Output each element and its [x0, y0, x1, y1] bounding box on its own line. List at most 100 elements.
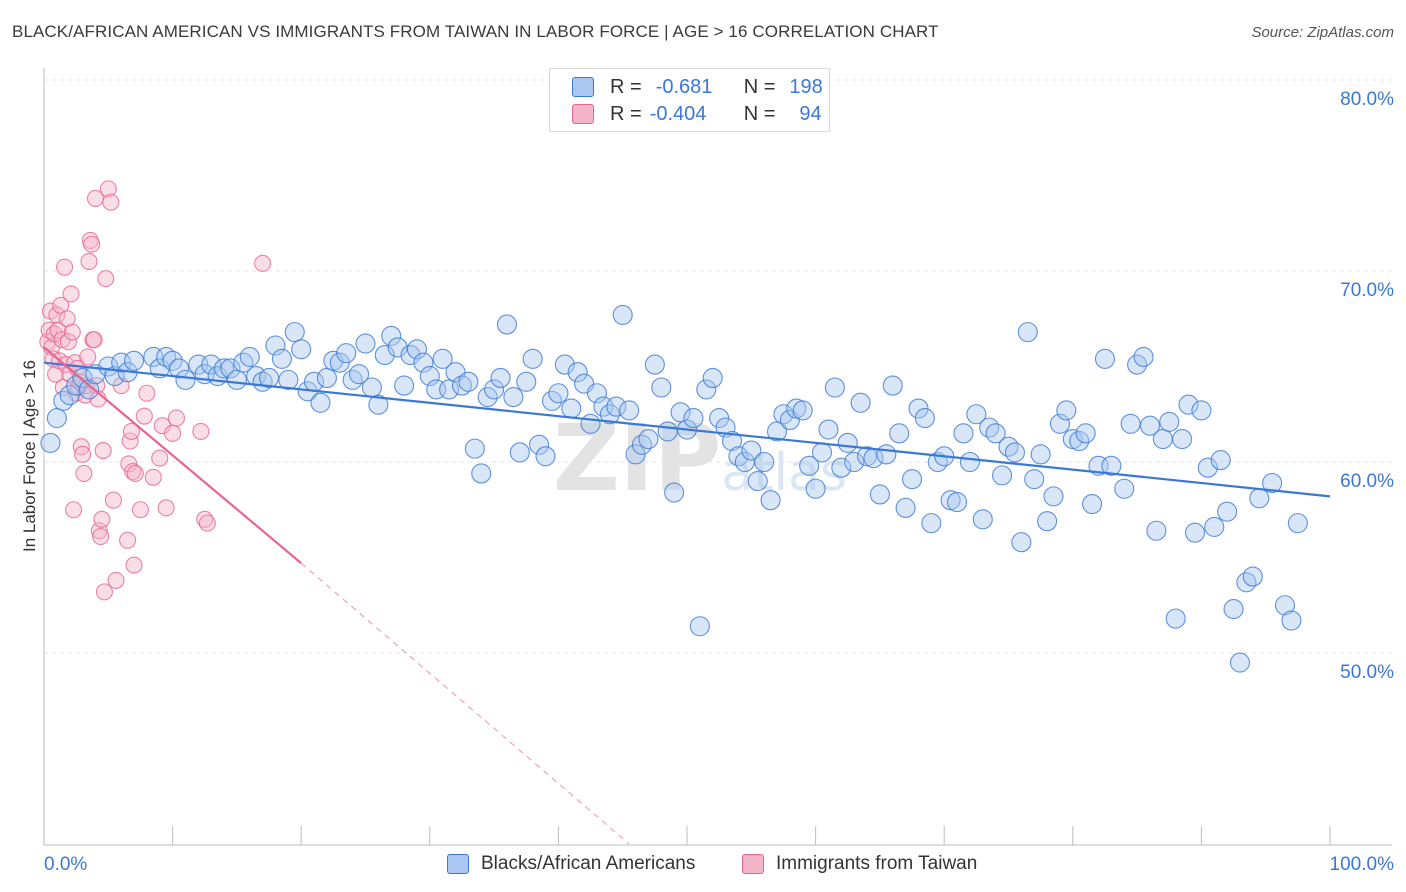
black-point: [921, 513, 942, 534]
taiwan-point: [49, 321, 67, 339]
black-point: [1249, 488, 1270, 509]
series-black-points: [40, 304, 1308, 673]
black-point: [213, 358, 235, 379]
black-point: [1049, 413, 1070, 434]
black-point: [220, 358, 241, 379]
black-point: [1229, 652, 1251, 673]
watermark: ZIPatlas: [553, 405, 847, 512]
black-point: [1184, 522, 1206, 543]
black-point: [683, 408, 704, 429]
black-point: [876, 444, 897, 465]
bottom-legend-swatch-blue: [447, 854, 469, 874]
black-point: [837, 432, 858, 453]
black-point: [175, 369, 196, 390]
black-point: [78, 379, 100, 400]
black-point: [265, 335, 286, 356]
black-point: [1075, 423, 1096, 444]
black-point: [278, 369, 299, 390]
trend-line-black: [43, 361, 1331, 498]
taiwan-point: [104, 491, 122, 509]
taiwan-point: [119, 531, 137, 549]
legend-r-value-pink: -0.404: [649, 102, 707, 125]
legend-row-pink: R = -0.404 N = 94: [572, 102, 822, 126]
black-point: [998, 436, 1019, 457]
black-point: [1223, 599, 1244, 620]
legend-row-blue: R = -0.681 N = 198: [572, 75, 823, 99]
legend-n-label: N =: [743, 75, 776, 98]
black-point: [1133, 346, 1154, 368]
black-point: [1178, 394, 1199, 415]
black-point: [310, 392, 331, 413]
black-point: [40, 432, 61, 453]
taiwan-point: [75, 464, 93, 483]
y-tick-label: 70.0%: [1340, 280, 1394, 301]
black-point: [631, 434, 653, 455]
taiwan-point: [62, 285, 80, 303]
legend-r-label: R =: [610, 75, 642, 98]
black-point: [953, 423, 974, 444]
black-point: [966, 404, 987, 425]
black-point: [1152, 429, 1173, 450]
black-point: [1024, 469, 1045, 490]
black-point: [464, 438, 485, 459]
black-point: [1139, 415, 1161, 436]
taiwan-point: [135, 407, 153, 425]
black-point: [349, 364, 370, 385]
black-point: [554, 354, 575, 375]
black-point: [741, 440, 762, 461]
black-point: [548, 383, 569, 404]
black-point: [1287, 513, 1308, 534]
black-point: [516, 371, 537, 392]
black-point: [869, 484, 890, 505]
black-point: [291, 339, 312, 360]
taiwan-point: [80, 252, 98, 271]
black-point: [992, 465, 1013, 486]
taiwan-point: [58, 310, 76, 328]
black-point: [1082, 493, 1103, 515]
taiwan-point: [126, 464, 144, 483]
black-point: [490, 367, 511, 389]
black-point: [1004, 442, 1025, 463]
y-tick-label: 50.0%: [1340, 662, 1394, 683]
taiwan-point: [138, 384, 156, 402]
x-tick-labels: 0.0% 100.0%: [44, 854, 1394, 875]
taiwan-point: [85, 331, 103, 349]
black-point: [355, 333, 376, 354]
y-axis-label: In Labor Force | Age > 16: [20, 360, 39, 552]
bottom-legend-label-blue: Blacks/African Americans: [481, 853, 696, 874]
legend-swatch-blue: [572, 77, 594, 97]
black-point: [728, 446, 749, 467]
black-point: [336, 343, 357, 364]
black-point: [818, 419, 839, 440]
black-point: [689, 616, 710, 637]
taiwan-point: [198, 514, 216, 532]
black-point: [792, 400, 813, 421]
taiwan-point: [83, 235, 101, 253]
black-point: [1236, 572, 1257, 593]
black-point: [1114, 478, 1135, 499]
black-point: [979, 417, 1000, 438]
black-point: [361, 377, 382, 398]
black-point: [985, 423, 1006, 444]
taiwan-point: [79, 348, 97, 366]
black-point: [959, 451, 980, 473]
black-point: [201, 354, 222, 375]
black-point: [1056, 400, 1077, 421]
taiwan-point: [97, 270, 115, 288]
bottom-legend-black: Blacks/African Americans: [447, 852, 695, 876]
gridlines: [44, 79, 1392, 654]
black-point: [805, 478, 826, 499]
y-tick-labels: 50.0% 60.0% 70.0% 80.0%: [1340, 89, 1394, 683]
black-point: [1204, 516, 1225, 537]
taiwan-point: [56, 258, 74, 276]
legend-n-label: N =: [743, 102, 776, 125]
y-tick-label: 60.0%: [1340, 471, 1394, 492]
axes: [43, 68, 1392, 846]
taiwan-point: [94, 441, 112, 460]
black-point: [1242, 566, 1263, 587]
taiwan-point: [254, 254, 272, 272]
black-point: [567, 362, 588, 383]
black-point: [696, 379, 717, 400]
taiwan-point: [74, 445, 92, 463]
